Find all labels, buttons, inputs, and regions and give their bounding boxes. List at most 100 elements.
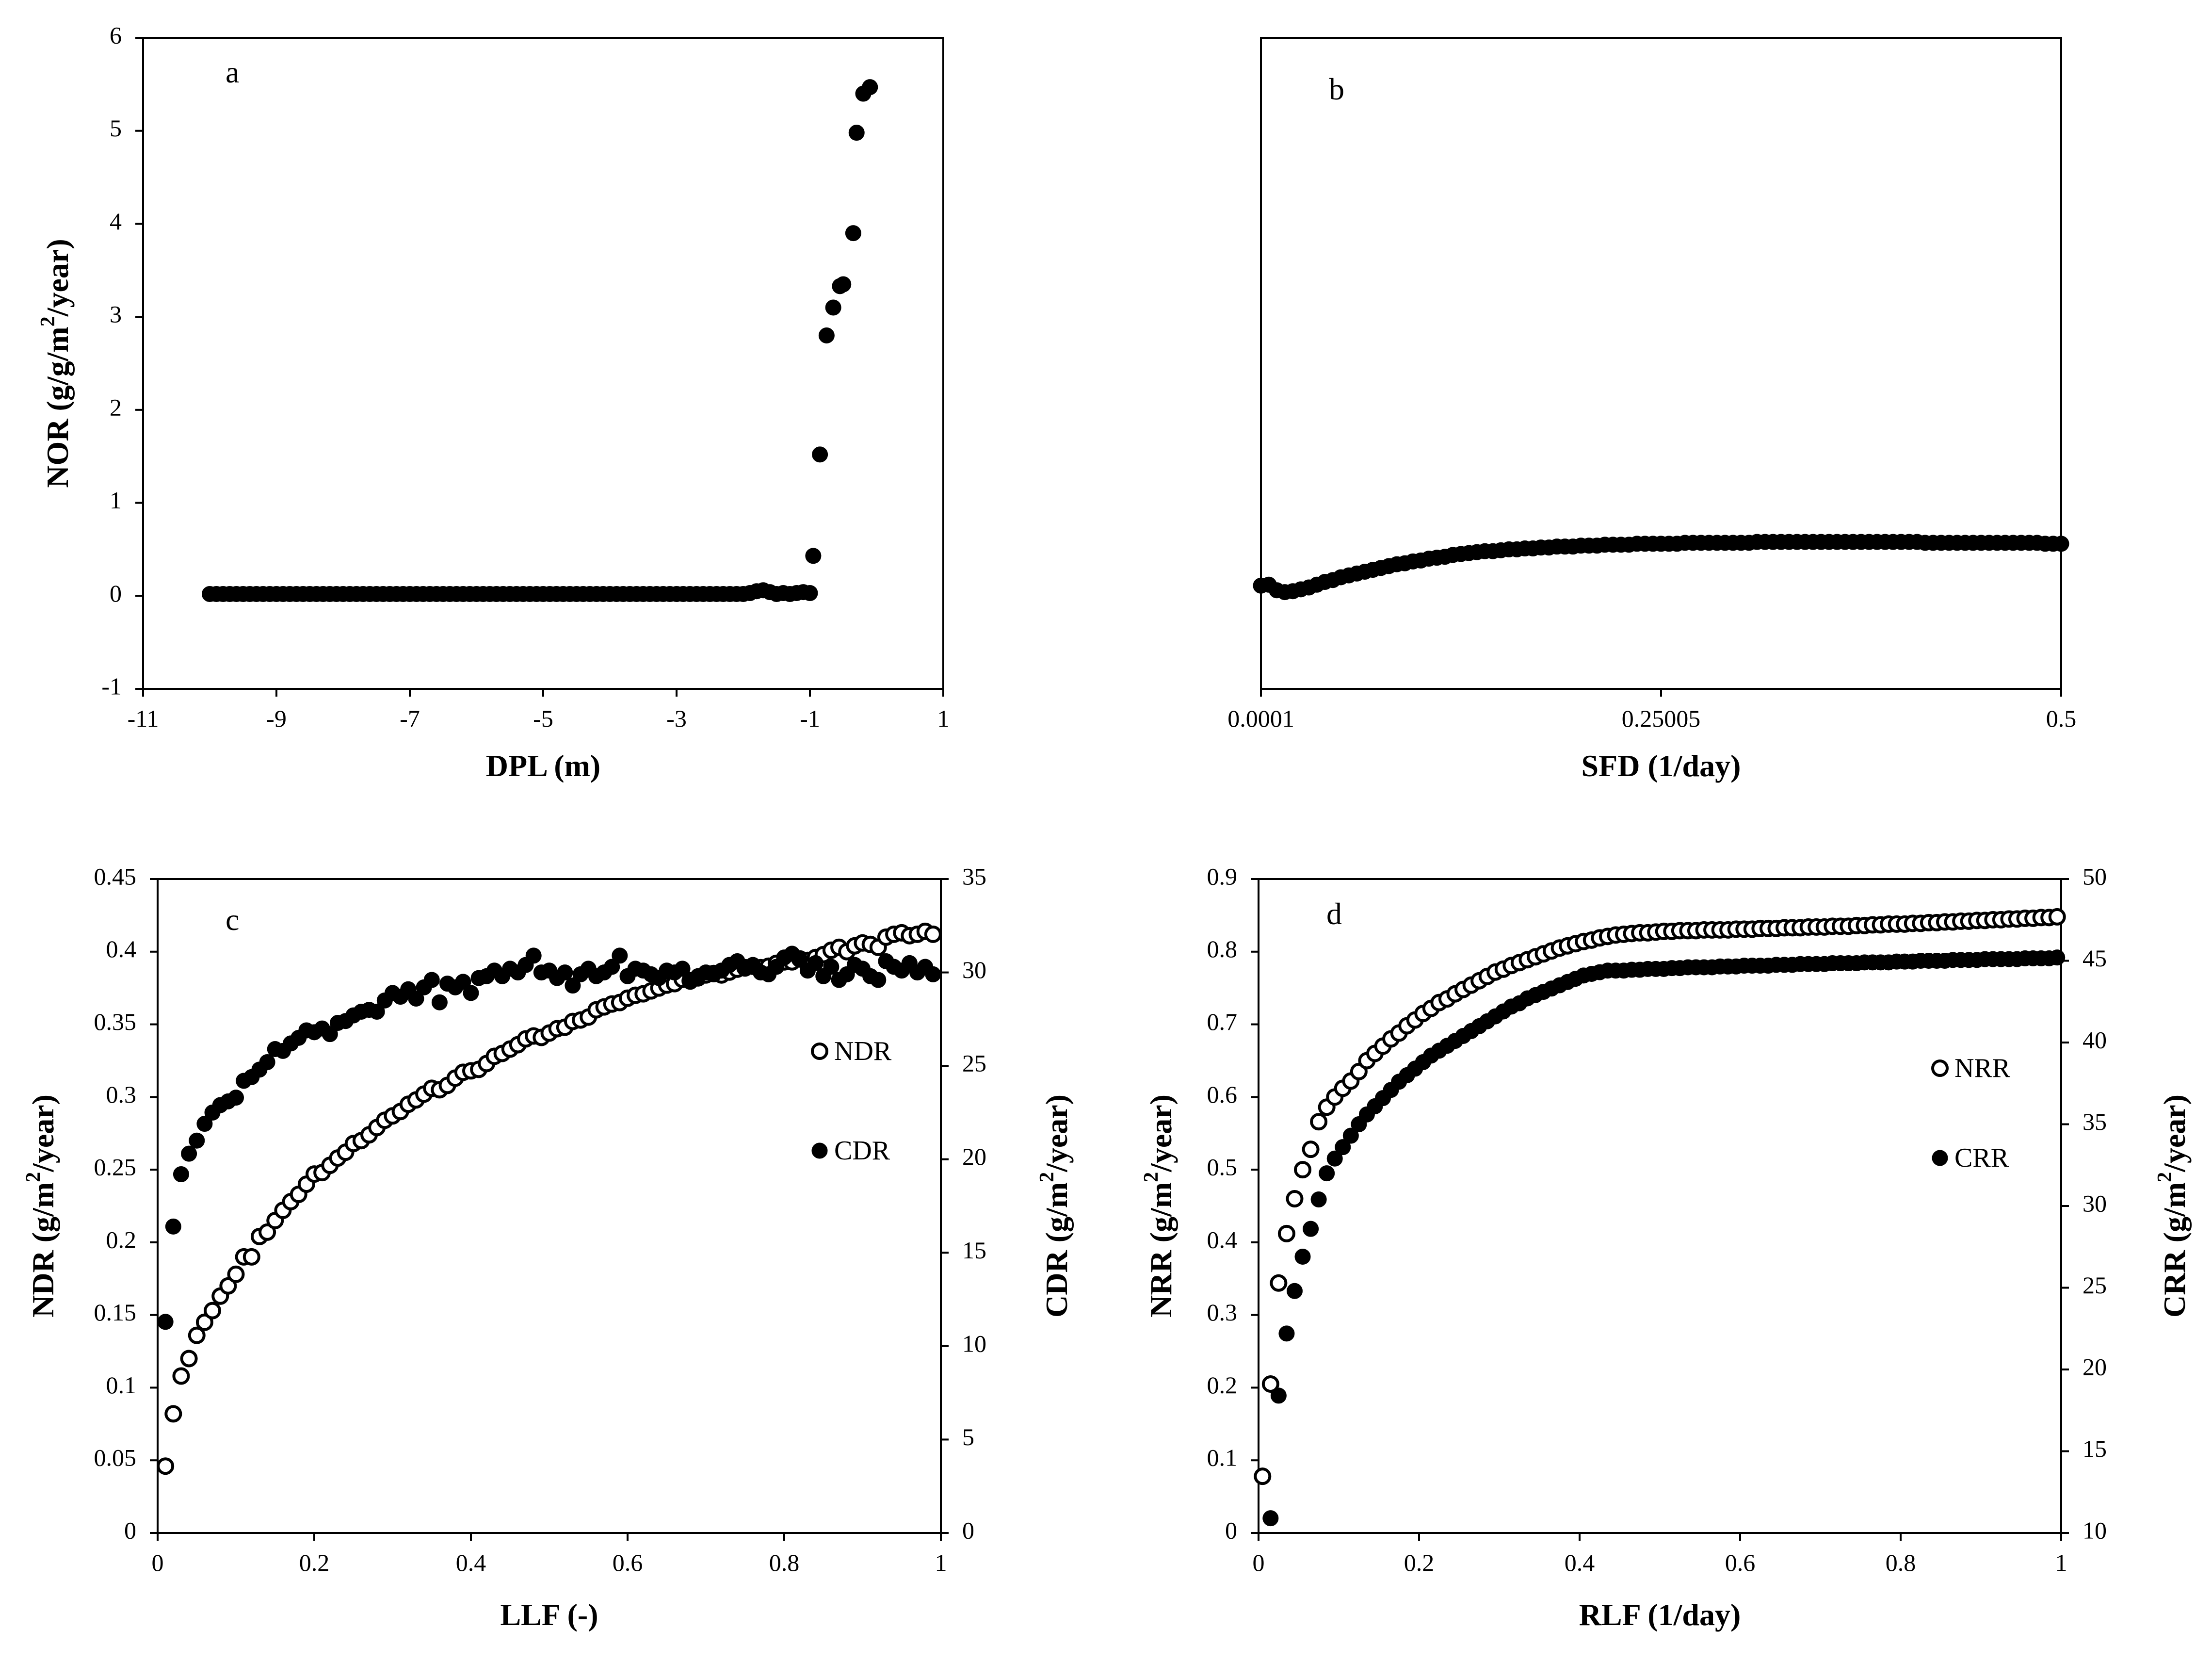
data-point-ndr	[219, 1277, 237, 1295]
x-tick-label-b: 0.25005	[1622, 705, 1701, 732]
y-tick-label-a: 5	[110, 114, 122, 142]
data-point-sfd	[2053, 536, 2069, 552]
x-tick-label-d: 0.4	[1565, 1549, 1595, 1576]
y-tick-label-a: -1	[101, 672, 122, 700]
x-tick-label-b: 0.0001	[1227, 705, 1294, 732]
y-tick-label-c: 0.2	[106, 1226, 137, 1253]
data-point-cdr	[196, 1116, 213, 1132]
y-tick-label-a: 4	[110, 208, 122, 235]
x-axis-title-a: DPL (m)	[486, 749, 600, 783]
data-point-cdr	[807, 955, 824, 971]
data-point-crr	[1262, 1510, 1279, 1527]
data-point-crr	[1319, 1165, 1335, 1182]
panel-letter-c: c	[226, 902, 239, 937]
y-tick-label-d: 0.3	[1207, 1299, 1238, 1326]
data-point-nor	[802, 585, 818, 602]
data-point-nrr	[1286, 1190, 1304, 1208]
y-axis-title-d: NRR (g/m2/year)	[1140, 1094, 1178, 1318]
data-point-ndr	[172, 1367, 190, 1385]
data-point-nor	[825, 299, 841, 316]
y2-tick-label-d: 25	[2083, 1271, 2107, 1299]
plot-frame-d	[1258, 878, 2062, 1534]
panel-letter-a: a	[226, 55, 239, 89]
data-point-ndr	[188, 1326, 206, 1344]
data-point-ndr	[242, 1248, 260, 1266]
chart-panel-d: 0 0.2 0.4 0.6 0.8 100.10.20.30.40.50.60.70.80…	[1140, 863, 2192, 1632]
x-tick-label-a: -3	[666, 705, 687, 732]
data-point-cdr	[823, 959, 840, 975]
data-point-crr	[1294, 1248, 1311, 1265]
x-tick-label-a: -9	[266, 705, 287, 732]
plot-frame-c	[157, 878, 942, 1534]
data-point-cdr	[157, 1314, 174, 1330]
x-axis-title-b: SFD (1/day)	[1582, 749, 1741, 783]
data-point-cdr	[565, 978, 581, 994]
data-point-cdr	[369, 1003, 385, 1020]
x-tick-label-c: 0.6	[613, 1549, 643, 1576]
data-point-cdr	[228, 1090, 244, 1106]
data-point-ndr	[180, 1350, 198, 1368]
data-point-nrr	[1294, 1161, 1312, 1179]
y2-tick-label-d: 45	[2083, 945, 2107, 972]
data-point-crr	[1342, 1127, 1359, 1144]
data-point-nor	[835, 276, 852, 293]
x-tick-label-a: -11	[128, 705, 159, 732]
y2-tick-label-c: 15	[962, 1237, 986, 1264]
data-point-cdr	[612, 947, 628, 964]
y2-tick-label-c: 20	[962, 1143, 986, 1170]
y2-tick-label-d: 40	[2083, 1026, 2107, 1053]
x-tick-label-a: -7	[400, 705, 420, 732]
y2-tick-label-d: 15	[2083, 1435, 2107, 1462]
x-tick-label-a: -1	[800, 705, 820, 732]
data-point-crr	[2049, 949, 2066, 966]
y2-tick-label-d: 30	[2083, 1189, 2107, 1217]
data-point-cdr	[423, 972, 440, 988]
y-axis-title-a: NOR (g/g/m2/year)	[37, 239, 75, 488]
data-point-nrr	[1270, 1274, 1288, 1292]
data-point-cdr	[173, 1166, 189, 1183]
data-point-cdr	[189, 1132, 205, 1149]
x-axis-title-d: RLF (1/day)	[1579, 1597, 1741, 1632]
plot-frame-b	[1260, 37, 2062, 690]
y-tick-label-d: 0	[1225, 1516, 1237, 1544]
y-tick-label-c: 0.15	[94, 1299, 137, 1326]
data-point-crr	[1270, 1387, 1287, 1404]
data-point-nrr	[1302, 1141, 1320, 1158]
data-point-ndr	[157, 1457, 175, 1475]
y-tick-label-a: 3	[110, 301, 122, 328]
y2-tick-label-c: 25	[962, 1050, 986, 1077]
x-tick-label-c: 1	[935, 1549, 947, 1576]
panel-letter-b: b	[1329, 72, 1344, 106]
data-point-nrr	[1277, 1224, 1295, 1242]
y2-axis-title-d: CRR (g/m2/year)	[2154, 1094, 2192, 1318]
legend-marker-cdr	[811, 1142, 828, 1159]
data-point-cdr	[259, 1054, 275, 1070]
y-tick-label-c: 0.3	[106, 1081, 137, 1108]
data-point-ndr	[195, 1313, 213, 1331]
legend-label-crr: CRR	[1954, 1143, 2009, 1173]
y-tick-label-d: 0.1	[1207, 1444, 1238, 1471]
y-tick-label-c: 0.45	[94, 863, 137, 890]
y-axis-title-c: NDR (g/m2/year)	[22, 1094, 60, 1318]
y2-tick-label-d: 10	[2083, 1516, 2107, 1544]
x-tick-label-c: 0.2	[299, 1549, 330, 1576]
data-point-cdr	[791, 951, 808, 968]
x-tick-label-a: -5	[533, 705, 553, 732]
y-tick-label-c: 0.05	[94, 1444, 137, 1471]
y-tick-label-d: 0.4	[1207, 1226, 1238, 1253]
data-point-nor	[818, 327, 835, 343]
data-point-cdr	[557, 964, 573, 981]
data-point-nrr	[1254, 1467, 1272, 1485]
chart-panel-b: 0.0001 0.25005 0.5 SFD (1/day) b	[1227, 37, 2077, 783]
data-point-nrr	[1310, 1113, 1328, 1131]
y-tick-label-a: 6	[110, 21, 122, 49]
y-tick-label-c: 0.25	[94, 1154, 137, 1181]
chart-panel-c: 0 0.2 0.4 0.6 0.8 100.050.10.150.20.250.30.35…	[22, 863, 1074, 1632]
x-tick-label-b: 0.5	[2046, 705, 2077, 732]
y-tick-label-d: 0.7	[1207, 1008, 1238, 1035]
data-point-ndr	[258, 1223, 276, 1241]
legend-marker-ndr	[811, 1043, 828, 1060]
y-tick-label-d: 0.2	[1207, 1371, 1238, 1399]
data-point-crr	[1310, 1191, 1327, 1208]
